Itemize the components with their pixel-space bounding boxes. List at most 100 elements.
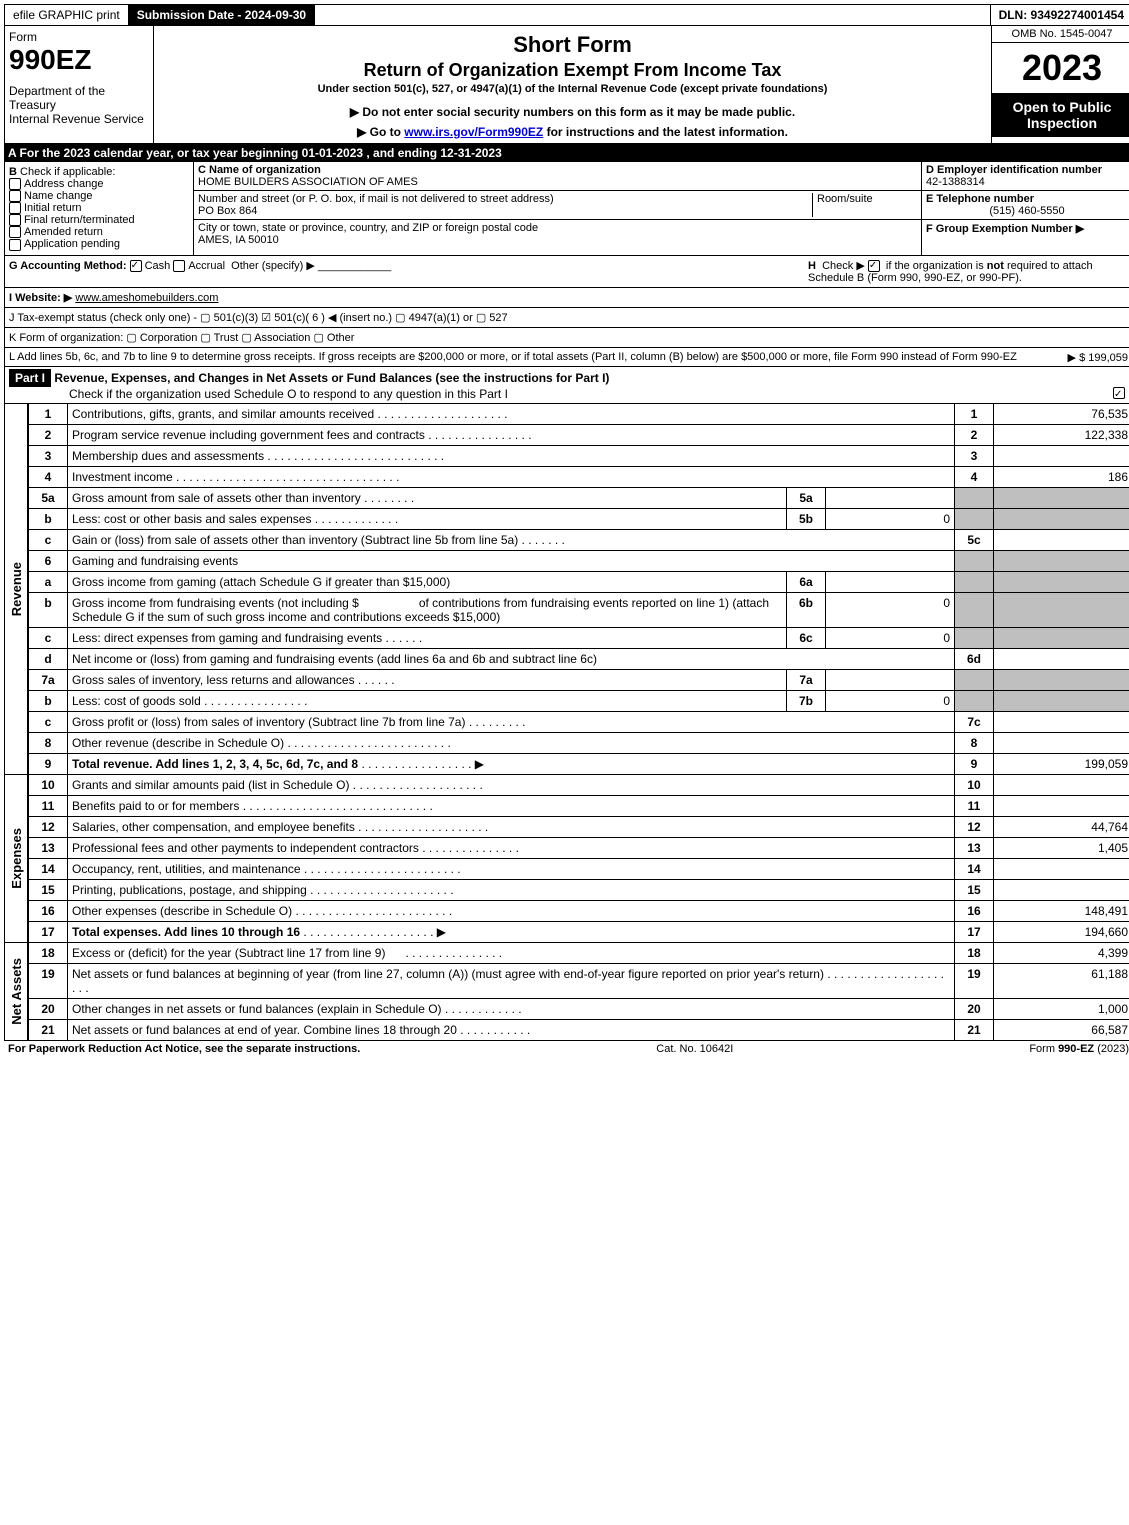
l-amount: ▶ $ 199,059 <box>1068 351 1128 364</box>
e-phone-row: E Telephone number (515) 460-5550 <box>922 191 1129 220</box>
b-name: Name change <box>24 190 93 202</box>
l5a-sval <box>826 487 955 508</box>
l7a-desc: Gross sales of inventory, less returns a… <box>72 673 355 687</box>
l19-desc: Net assets or fund balances at beginning… <box>72 967 824 981</box>
line-5b: bLess: cost or other basis and sales exp… <box>29 508 1129 529</box>
l11-val <box>994 795 1129 816</box>
org-street: PO Box 864 <box>198 205 257 217</box>
b-pending: Application pending <box>24 238 120 250</box>
d-label: D Employer identification number <box>926 164 1102 176</box>
line-11: 11Benefits paid to or for members . . . … <box>29 795 1129 816</box>
f-label: F Group Exemption Number ▶ <box>926 223 1084 235</box>
l15-val <box>994 879 1129 900</box>
section-l: L Add lines 5b, 6c, and 7b to line 9 to … <box>4 348 1129 367</box>
h-text2: if the organization is <box>886 260 987 272</box>
l5b-sval: 0 <box>826 508 955 529</box>
line-5a: 5aGross amount from sale of assets other… <box>29 487 1129 508</box>
checkbox-final[interactable] <box>9 214 21 226</box>
l6d-val <box>994 648 1129 669</box>
form-header: Form 990EZ Department of the Treasury In… <box>4 26 1129 144</box>
checkbox-schedule-b[interactable] <box>868 260 880 272</box>
l4-num: 4 <box>29 466 68 487</box>
l6c-num: c <box>29 627 68 648</box>
l4-box: 4 <box>955 466 994 487</box>
checkbox-cash[interactable] <box>130 260 142 272</box>
checkbox-accrual[interactable] <box>173 260 185 272</box>
expenses-section: Expenses 10Grants and similar amounts pa… <box>4 775 1129 943</box>
l6c-grey2 <box>994 627 1129 648</box>
netassets-section: Net Assets 18Excess or (deficit) for the… <box>4 943 1129 1041</box>
l6a-desc: Gross income from gaming (attach Schedul… <box>68 571 787 592</box>
l1-num: 1 <box>29 404 68 425</box>
line-4: 4Investment income . . . . . . . . . . .… <box>29 466 1129 487</box>
org-city: AMES, IA 50010 <box>198 234 279 246</box>
c-name-label: C Name of organization <box>198 164 321 176</box>
h-not: not <box>987 260 1004 272</box>
l14-val <box>994 858 1129 879</box>
l21-num: 21 <box>29 1019 68 1040</box>
checkbox-amended[interactable] <box>9 226 21 238</box>
l7b-grey1 <box>955 690 994 711</box>
l18-val: 4,399 <box>994 943 1129 964</box>
l15-desc: Printing, publications, postage, and shi… <box>72 883 307 897</box>
l6a-num: a <box>29 571 68 592</box>
line-7c: cGross profit or (loss) from sales of in… <box>29 711 1129 732</box>
l5a-desc: Gross amount from sale of assets other t… <box>72 491 361 505</box>
header-right: OMB No. 1545-0047 2023 Open to Public In… <box>991 26 1129 143</box>
header-center: Short Form Return of Organization Exempt… <box>154 26 991 143</box>
l7a-grey2 <box>994 669 1129 690</box>
section-j: J Tax-exempt status (check only one) - ▢… <box>4 308 1129 328</box>
l20-val: 1,000 <box>994 998 1129 1019</box>
l6c-grey1 <box>955 627 994 648</box>
footer-left: For Paperwork Reduction Act Notice, see … <box>8 1043 360 1055</box>
g-other: Other (specify) ▶ <box>231 260 315 272</box>
l15-num: 15 <box>29 879 68 900</box>
line-16: 16Other expenses (describe in Schedule O… <box>29 900 1129 921</box>
l19-box: 19 <box>955 963 994 998</box>
checkbox-initial[interactable] <box>9 202 21 214</box>
l3-val <box>994 445 1129 466</box>
l7c-box: 7c <box>955 711 994 732</box>
b-check-label: Check if applicable: <box>20 166 115 178</box>
line-15: 15 Printing, publications, postage, and s… <box>29 879 1129 900</box>
l14-num: 14 <box>29 858 68 879</box>
l7c-val <box>994 711 1129 732</box>
l6a-sub: 6a <box>787 571 826 592</box>
l6c-sval: 0 <box>826 627 955 648</box>
l6b-sval: 0 <box>826 592 955 627</box>
checkbox-address[interactable] <box>9 178 21 190</box>
g-accrual: Accrual <box>188 260 225 272</box>
l1-val: 76,535 <box>994 404 1129 425</box>
c-city-row: City or town, state or province, country… <box>194 220 921 248</box>
line-7a: 7aGross sales of inventory, less returns… <box>29 669 1129 690</box>
l5b-num: b <box>29 508 68 529</box>
subtitle: Under section 501(c), 527, or 4947(a)(1)… <box>158 83 987 95</box>
section-gh: G Accounting Method: Cash Accrual Other … <box>4 256 1129 288</box>
l1-box: 1 <box>955 404 994 425</box>
l7b-sval: 0 <box>826 690 955 711</box>
l18-num: 18 <box>29 943 68 964</box>
line-12: 12Salaries, other compensation, and empl… <box>29 816 1129 837</box>
irs-link[interactable]: www.irs.gov/Form990EZ <box>404 125 543 139</box>
l2-box: 2 <box>955 424 994 445</box>
website-link[interactable]: www.ameshomebuilders.com <box>75 292 218 304</box>
revenue-table: 1Contributions, gifts, grants, and simil… <box>28 404 1129 775</box>
l11-num: 11 <box>29 795 68 816</box>
line-6b: bGross income from fundraising events (n… <box>29 592 1129 627</box>
d-ein-row: D Employer identification number 42-1388… <box>922 162 1129 191</box>
l-text: L Add lines 5b, 6c, and 7b to line 9 to … <box>9 351 1017 363</box>
l7a-sval <box>826 669 955 690</box>
l6d-num: d <box>29 648 68 669</box>
line-6: 6Gaming and fundraising events <box>29 550 1129 571</box>
checkbox-pending[interactable] <box>9 239 21 251</box>
public-inspection: Open to Public Inspection <box>992 93 1129 137</box>
netassets-side-label: Net Assets <box>5 943 28 1041</box>
note-goto-post: for instructions and the latest informat… <box>543 125 788 139</box>
g-cash: Cash <box>145 260 171 272</box>
l13-num: 13 <box>29 837 68 858</box>
l6b-grey2 <box>994 592 1129 627</box>
checkbox-schedule-o[interactable] <box>1113 387 1125 399</box>
revenue-side-label: Revenue <box>5 404 28 775</box>
l14-desc: Occupancy, rent, utilities, and maintena… <box>72 862 301 876</box>
checkbox-name[interactable] <box>9 190 21 202</box>
